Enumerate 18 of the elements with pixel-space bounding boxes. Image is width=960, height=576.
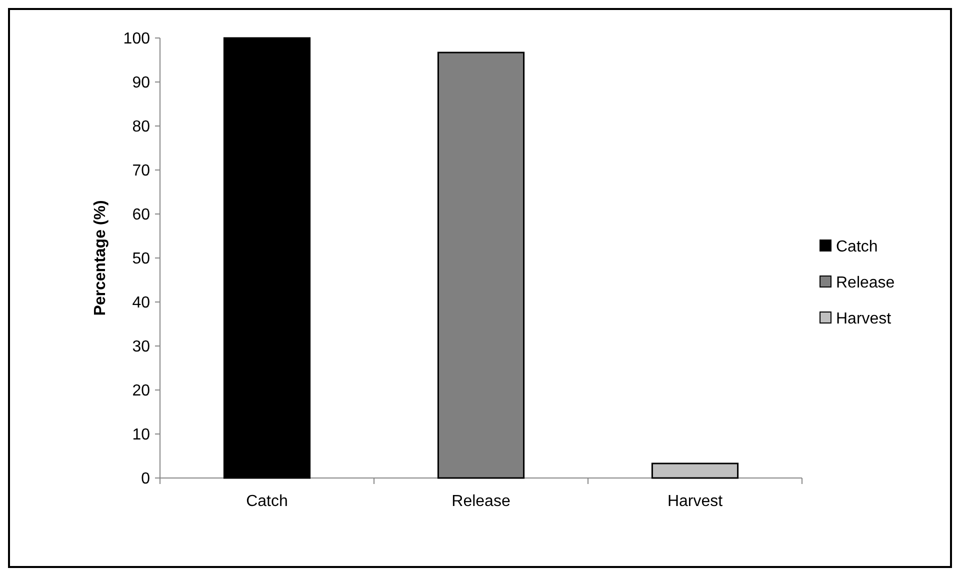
y-tick-label: 100 — [123, 30, 150, 48]
x-tick-label: Harvest — [667, 493, 724, 510]
y-tick-label: 50 — [132, 250, 150, 268]
y-tick-label: 90 — [132, 74, 150, 92]
x-tick-label: Catch — [246, 493, 288, 510]
y-tick-label: 20 — [132, 382, 150, 400]
x-tick-label: Release — [452, 493, 510, 510]
legend-label: Catch — [836, 238, 878, 256]
y-axis-title: Percentage (%) — [92, 200, 109, 316]
y-tick-label: 60 — [132, 206, 150, 224]
y-tick-label: 70 — [132, 162, 150, 180]
y-tick-label: 10 — [132, 426, 150, 444]
y-tick-label: 40 — [132, 294, 150, 312]
y-tick-label: 30 — [132, 338, 150, 356]
legend-label: Harvest — [836, 310, 892, 328]
y-tick-label: 0 — [141, 470, 150, 488]
legend-label: Release — [836, 274, 895, 292]
y-tick-label: 80 — [132, 118, 150, 136]
